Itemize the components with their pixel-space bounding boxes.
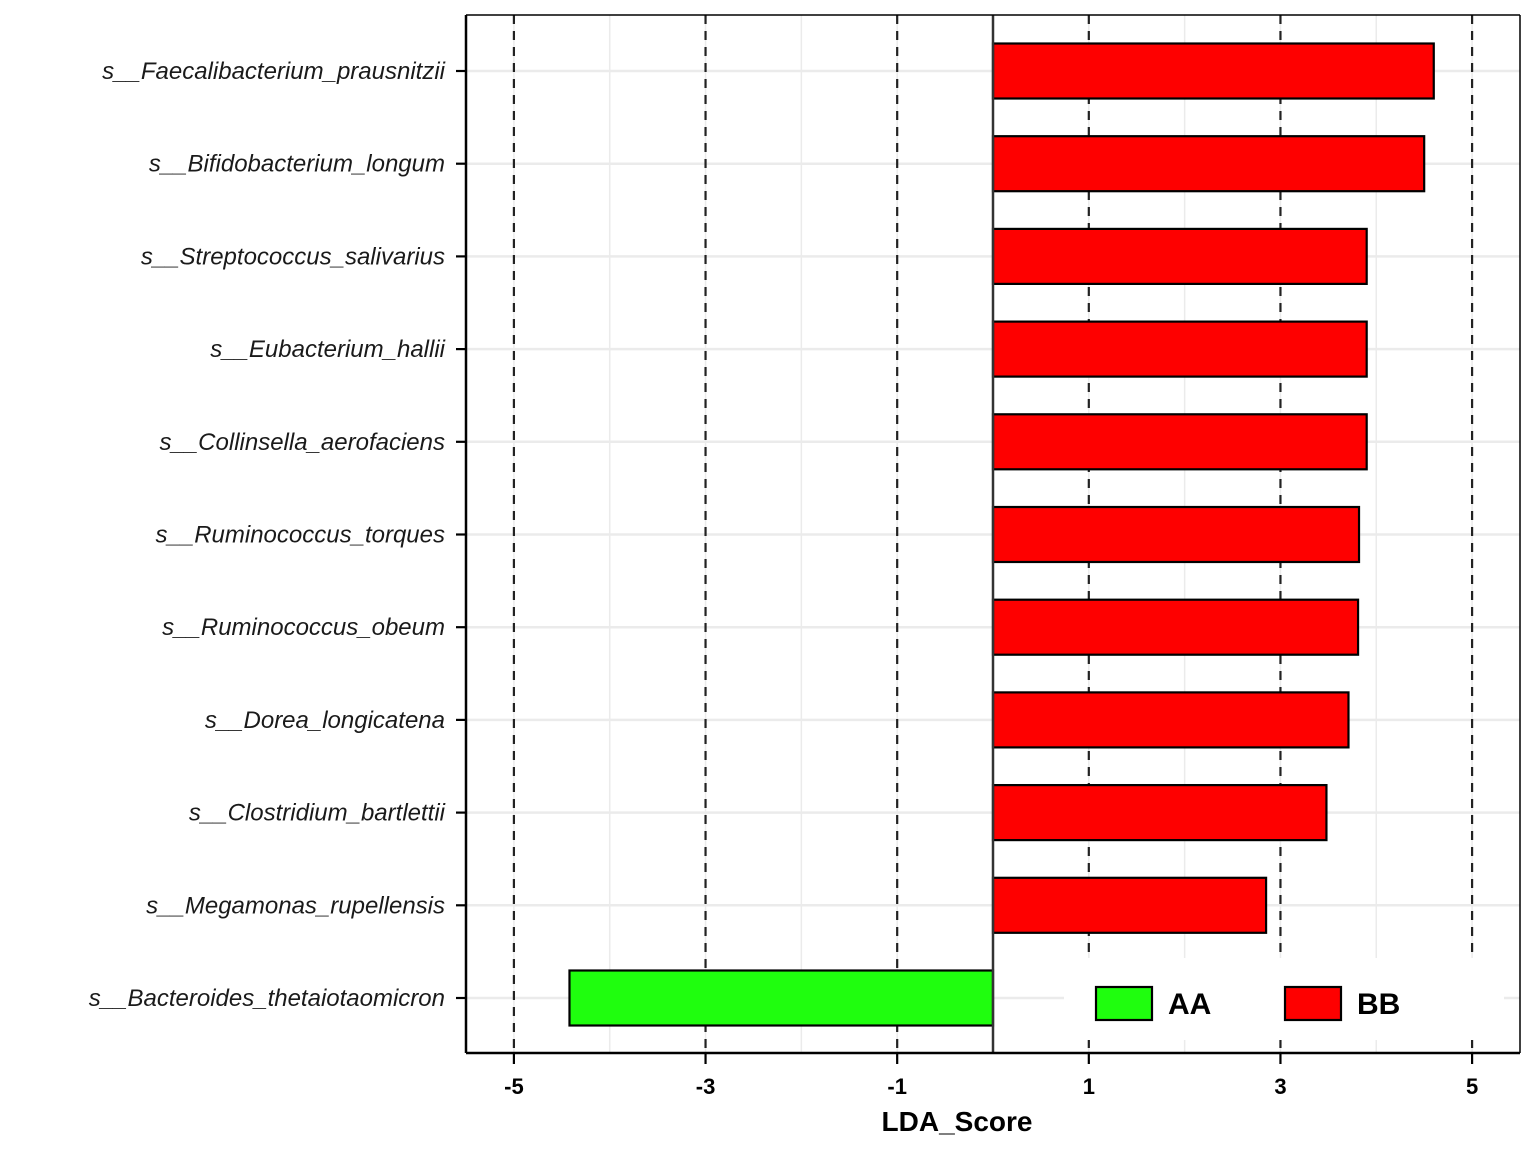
bar-s__Dorea_longicatena (991, 691, 1350, 749)
category-labels: s__Faecalibacterium_prausnitzii s__Bifido… (89, 58, 446, 1012)
category-label: s__Bacteroides_thetaiotaomicron (89, 985, 445, 1012)
bars (568, 42, 1435, 1027)
category-label: s__Ruminococcus_obeum (162, 614, 445, 641)
x-tick-label: -5 (504, 1074, 524, 1099)
x-tick-label: -3 (696, 1074, 716, 1099)
x-axis-title: LDA_Score (882, 1106, 1033, 1137)
category-label: s__Bifidobacterium_longum (149, 151, 445, 178)
category-label: s__Faecalibacterium_prausnitzii (102, 58, 446, 85)
category-label: s__Collinsella_aerofaciens (159, 429, 445, 456)
bar-s__Collinsella_aerofaciens (991, 413, 1368, 471)
x-tick-label: 5 (1466, 1074, 1478, 1099)
category-label: s__Ruminococcus_torques (156, 522, 446, 549)
category-label: s__Eubacterium_hallii (210, 336, 445, 363)
x-tick-labels: -5 -3 -1 1 3 5 (504, 1074, 1478, 1099)
bar-s__Bifidobacterium_longum (991, 135, 1426, 193)
x-tick-label: 3 (1274, 1074, 1286, 1099)
category-label: s__Streptococcus_salivarius (141, 243, 445, 270)
category-label: s__Clostridium_bartlettii (189, 800, 446, 827)
bar-s__Eubacterium_hallii (991, 320, 1368, 378)
bar-s__Clostridium_bartlettii (991, 783, 1328, 842)
bar-s__Megamonas_rupellensis (991, 876, 1268, 934)
bar-s__Ruminococcus_torques (991, 505, 1361, 564)
category-label: s__Dorea_longicatena (205, 707, 445, 734)
legend-label-BB: BB (1357, 988, 1400, 1021)
legend-key-AA (1094, 985, 1154, 1022)
axes (456, 14, 1521, 1064)
legend-label-AA: AA (1168, 988, 1211, 1021)
bar-s__Faecalibacterium_prausnitzii (991, 42, 1435, 100)
category-label: s__Megamonas_rupellensis (146, 892, 445, 919)
bar-s__Streptococcus_salivarius (991, 227, 1368, 285)
x-tick-label: 1 (1083, 1074, 1095, 1099)
legend: AA BB (1064, 958, 1504, 1040)
x-tick-label: -1 (887, 1074, 907, 1099)
bar-s__Ruminococcus_obeum (991, 598, 1360, 656)
bar-s__Bacteroides_thetaiotaomicron (568, 969, 995, 1027)
legend-key-BB (1283, 985, 1343, 1022)
